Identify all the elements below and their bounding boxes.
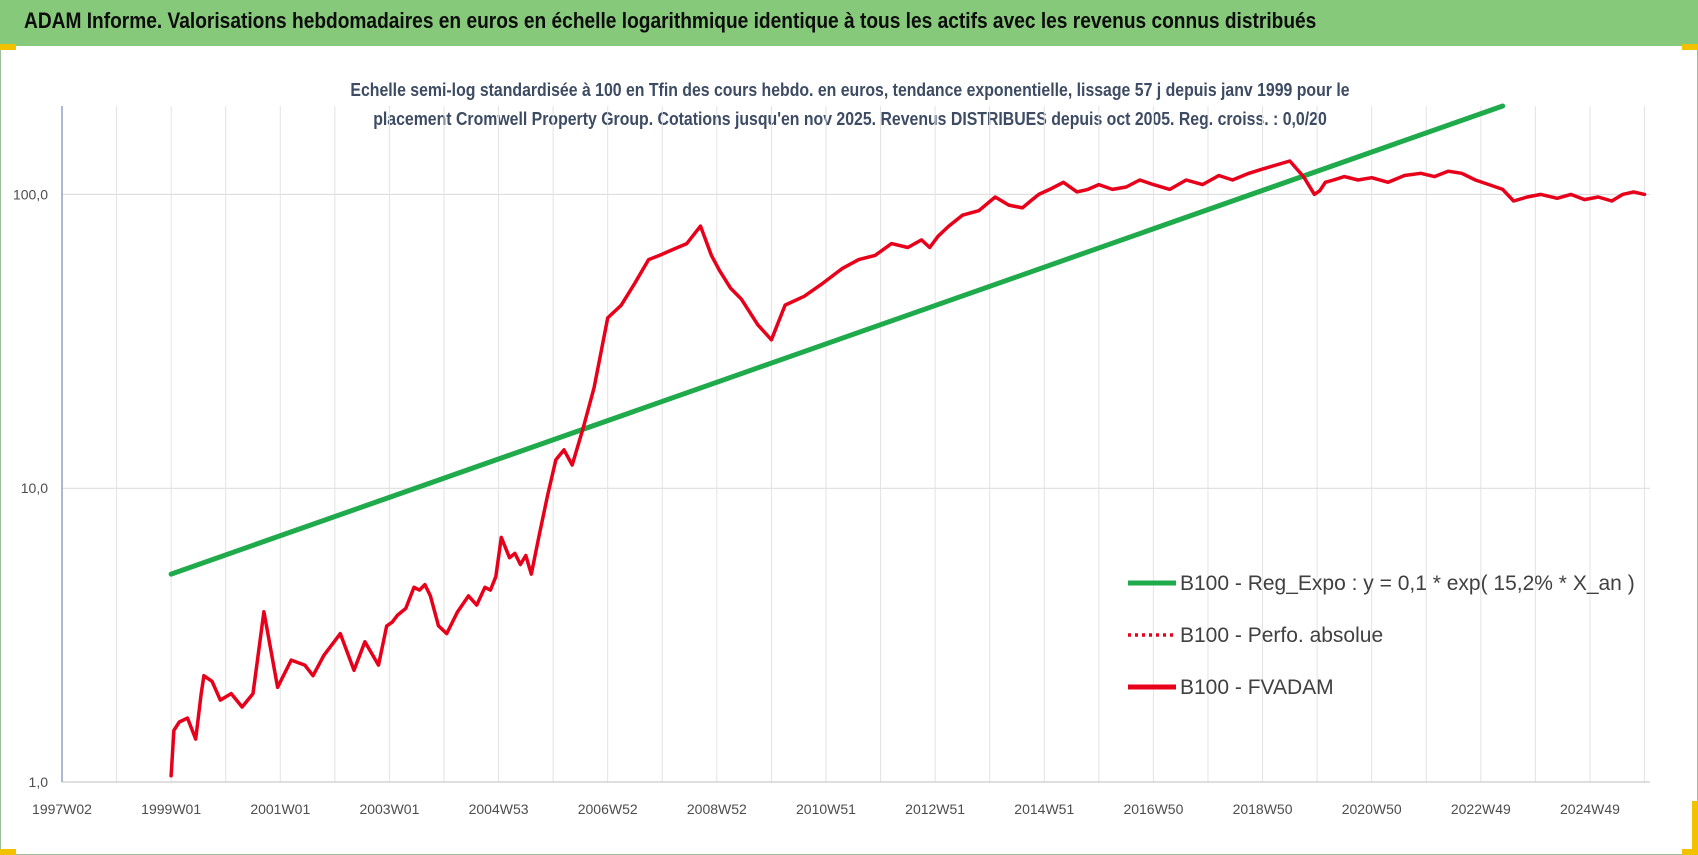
x-tick-label: 2001W01 bbox=[250, 801, 310, 817]
legend-label-2: B100 - FVADAM bbox=[1180, 676, 1334, 699]
x-tick-label: 2006W52 bbox=[578, 801, 638, 817]
page-title: ADAM Informe. Valorisations hebdomadaire… bbox=[24, 8, 1317, 33]
series-layer bbox=[168, 103, 1647, 778]
legend: B100 - Reg_Expo : y = 0,1 * exp( 15,2% *… bbox=[1128, 572, 1635, 699]
corner-marker-bottom-right bbox=[1682, 849, 1698, 855]
x-tick-label: 1997W02 bbox=[32, 801, 92, 817]
y-tick-label: 10,0 bbox=[21, 480, 48, 496]
x-tick-label: 2008W52 bbox=[687, 801, 747, 817]
x-tick-label: 2018W50 bbox=[1233, 801, 1293, 817]
corner-marker-top-left bbox=[0, 44, 16, 50]
x-tick-label: 2016W50 bbox=[1123, 801, 1183, 817]
y-tick-label: 100,0 bbox=[13, 186, 48, 202]
chart-subtitle-line-2: placement Cromwell Property Group. Cotat… bbox=[373, 109, 1327, 129]
x-tick-label: 2022W49 bbox=[1451, 801, 1511, 817]
corner-marker-bottom-left bbox=[0, 849, 16, 855]
series-line-2 bbox=[169, 159, 1647, 778]
x-tick-label: 2003W01 bbox=[359, 801, 419, 817]
y-tick-label: 1,0 bbox=[29, 774, 49, 790]
x-tick-label: 2014W51 bbox=[1014, 801, 1074, 817]
series-line-0 bbox=[168, 103, 1506, 577]
corner-marker-bottom-right-vertical bbox=[1692, 801, 1698, 855]
chart-subtitle: Echelle semi-log standardisée à 100 en T… bbox=[180, 76, 1520, 134]
header-banner: ADAM Informe. Valorisations hebdomadaire… bbox=[0, 0, 1698, 46]
legend-label-1: B100 - Perfo. absolue bbox=[1180, 624, 1383, 647]
x-tick-label: 2020W50 bbox=[1342, 801, 1402, 817]
axis-layer: 1,0 10,0 100,0 1997W02 1999W01 2001W01 2003W01… bbox=[13, 106, 1650, 817]
x-tick-label: 2012W51 bbox=[905, 801, 965, 817]
x-tick-label: 1999W01 bbox=[141, 801, 201, 817]
x-tick-label: 2024W49 bbox=[1560, 801, 1620, 817]
x-tick-label: 2010W51 bbox=[796, 801, 856, 817]
corner-marker-top-right bbox=[1682, 44, 1698, 50]
chart-subtitle-line-1: Echelle semi-log standardisée à 100 en T… bbox=[350, 80, 1350, 100]
x-tick-label: 2004W53 bbox=[469, 801, 529, 817]
grid-layer bbox=[62, 106, 1650, 783]
legend-label-0: B100 - Reg_Expo : y = 0,1 * exp( 15,2% *… bbox=[1180, 572, 1635, 595]
